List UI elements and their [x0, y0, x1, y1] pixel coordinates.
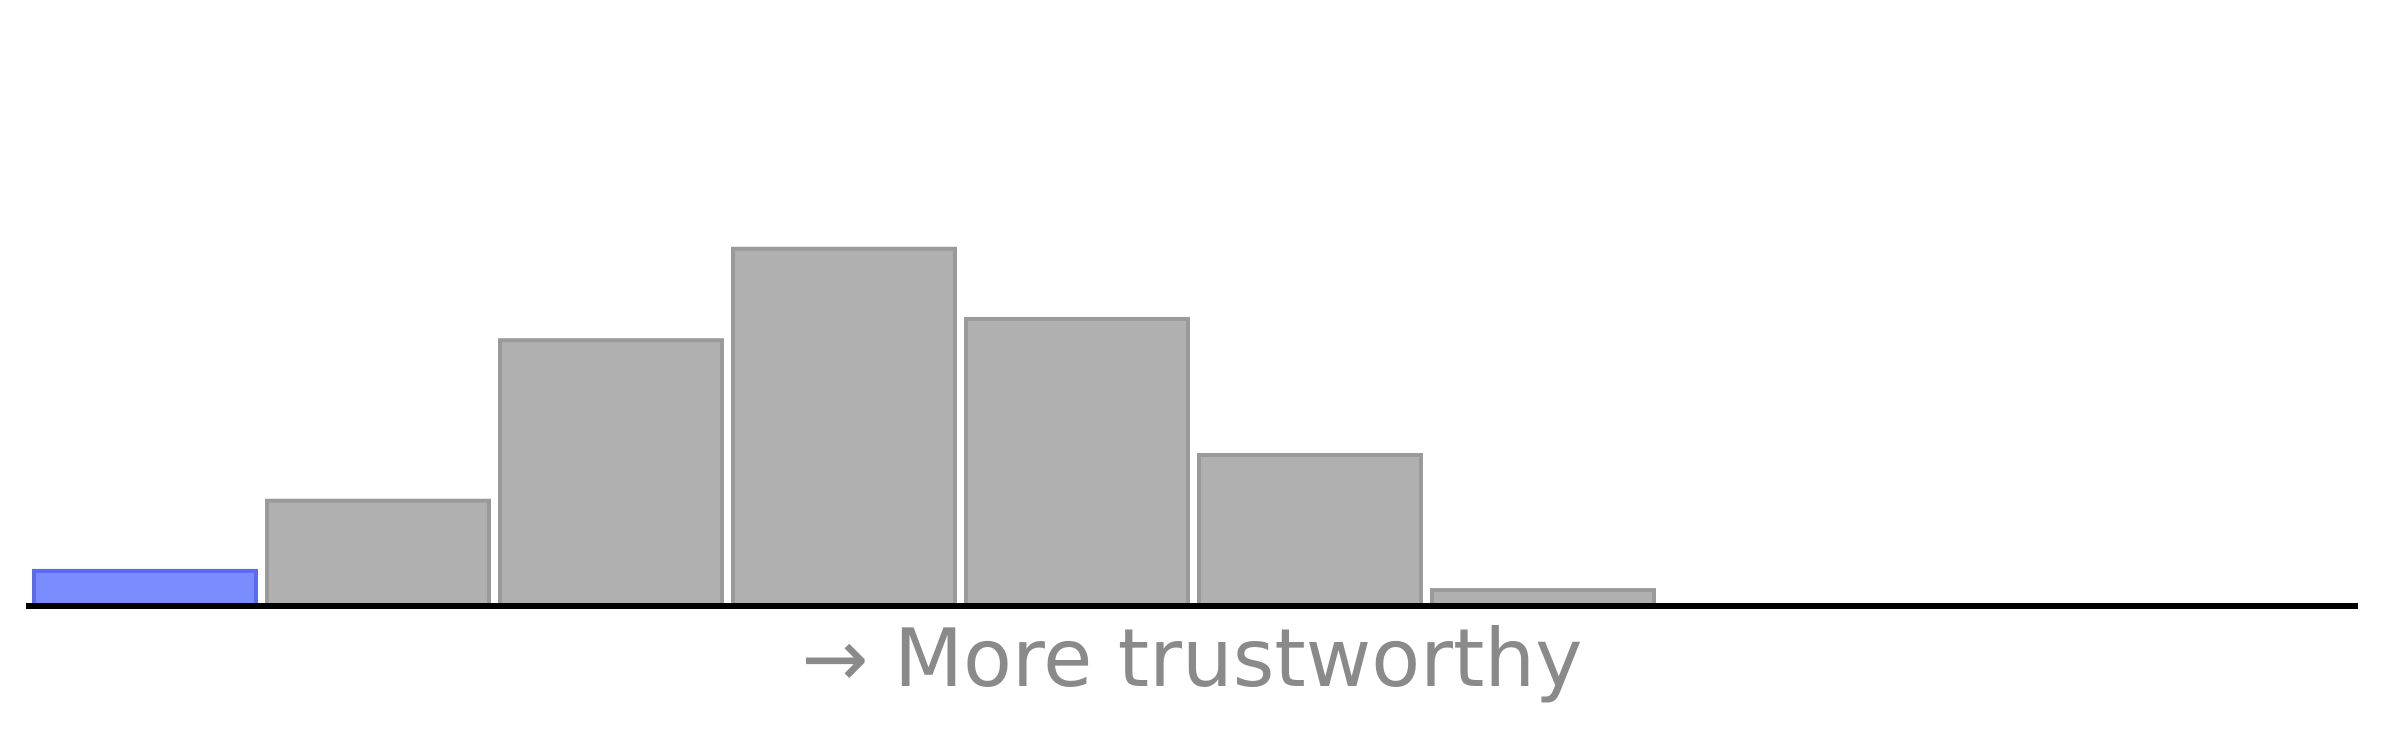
histogram-bar — [265, 498, 491, 609]
histogram-bar — [964, 316, 1190, 608]
histogram-bar-highlighted — [32, 568, 258, 608]
histogram-bar — [731, 246, 957, 608]
x-axis-label: → More trustworthy — [802, 612, 1583, 705]
histogram-bar — [1197, 453, 1423, 608]
bars-group — [32, 246, 1656, 609]
histogram-bar — [498, 338, 724, 608]
